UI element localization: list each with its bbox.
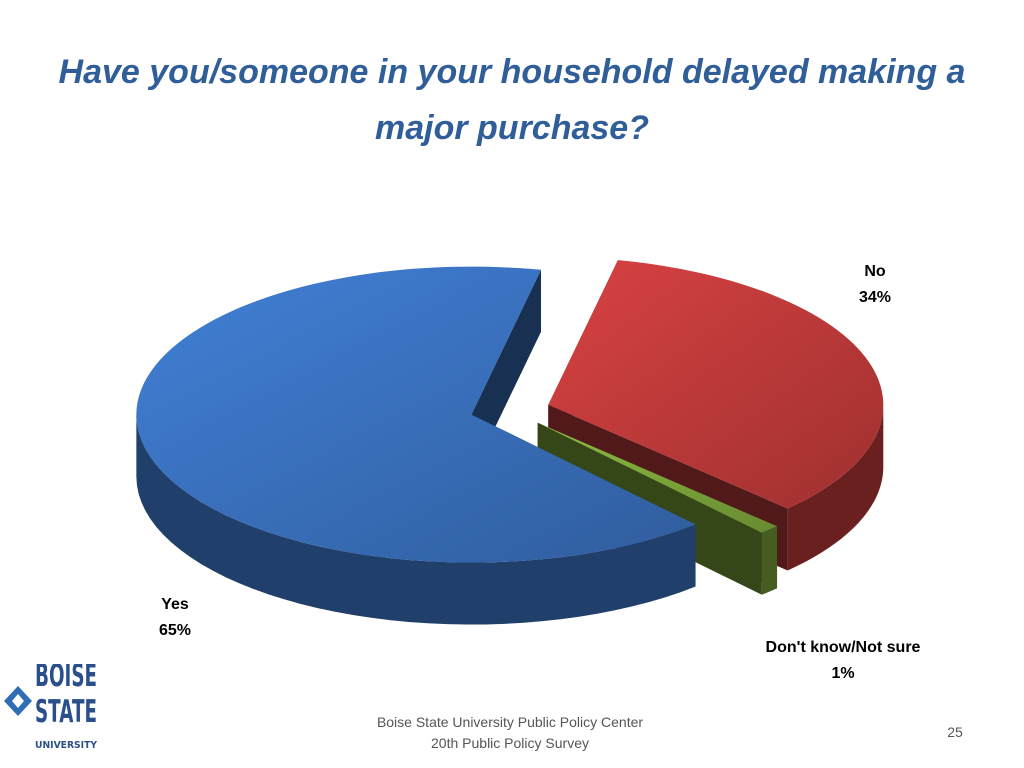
slice-depth (787, 404, 884, 571)
slice-depth (761, 526, 778, 595)
category-label: Don't know/Not sure (766, 639, 921, 656)
category-label: No (864, 263, 886, 280)
value-label: 65% (159, 622, 191, 639)
slice (548, 260, 884, 509)
logo-text: UNIVERSITY (35, 740, 98, 751)
slice (537, 422, 778, 533)
logo: BOISE STATE UNIVERSITY (4, 664, 98, 751)
footer: Boise State University Public Policy Cen… (330, 712, 690, 754)
footer-line: 20th Public Policy Survey (431, 735, 589, 751)
page-number: 25 (947, 724, 963, 740)
chart-title: Have you/someone in your household delay… (58, 53, 966, 147)
slice-depth (136, 414, 696, 625)
logo-text: BOISE (35, 664, 97, 694)
value-label: 34% (859, 289, 891, 306)
value-label: 1% (831, 665, 854, 682)
logo-text: STATE (35, 694, 97, 730)
logo-diamond-inner (12, 694, 24, 708)
slice (136, 266, 696, 563)
category-label: Yes (161, 596, 189, 613)
footer-line: Boise State University Public Policy Cen… (376, 714, 644, 730)
